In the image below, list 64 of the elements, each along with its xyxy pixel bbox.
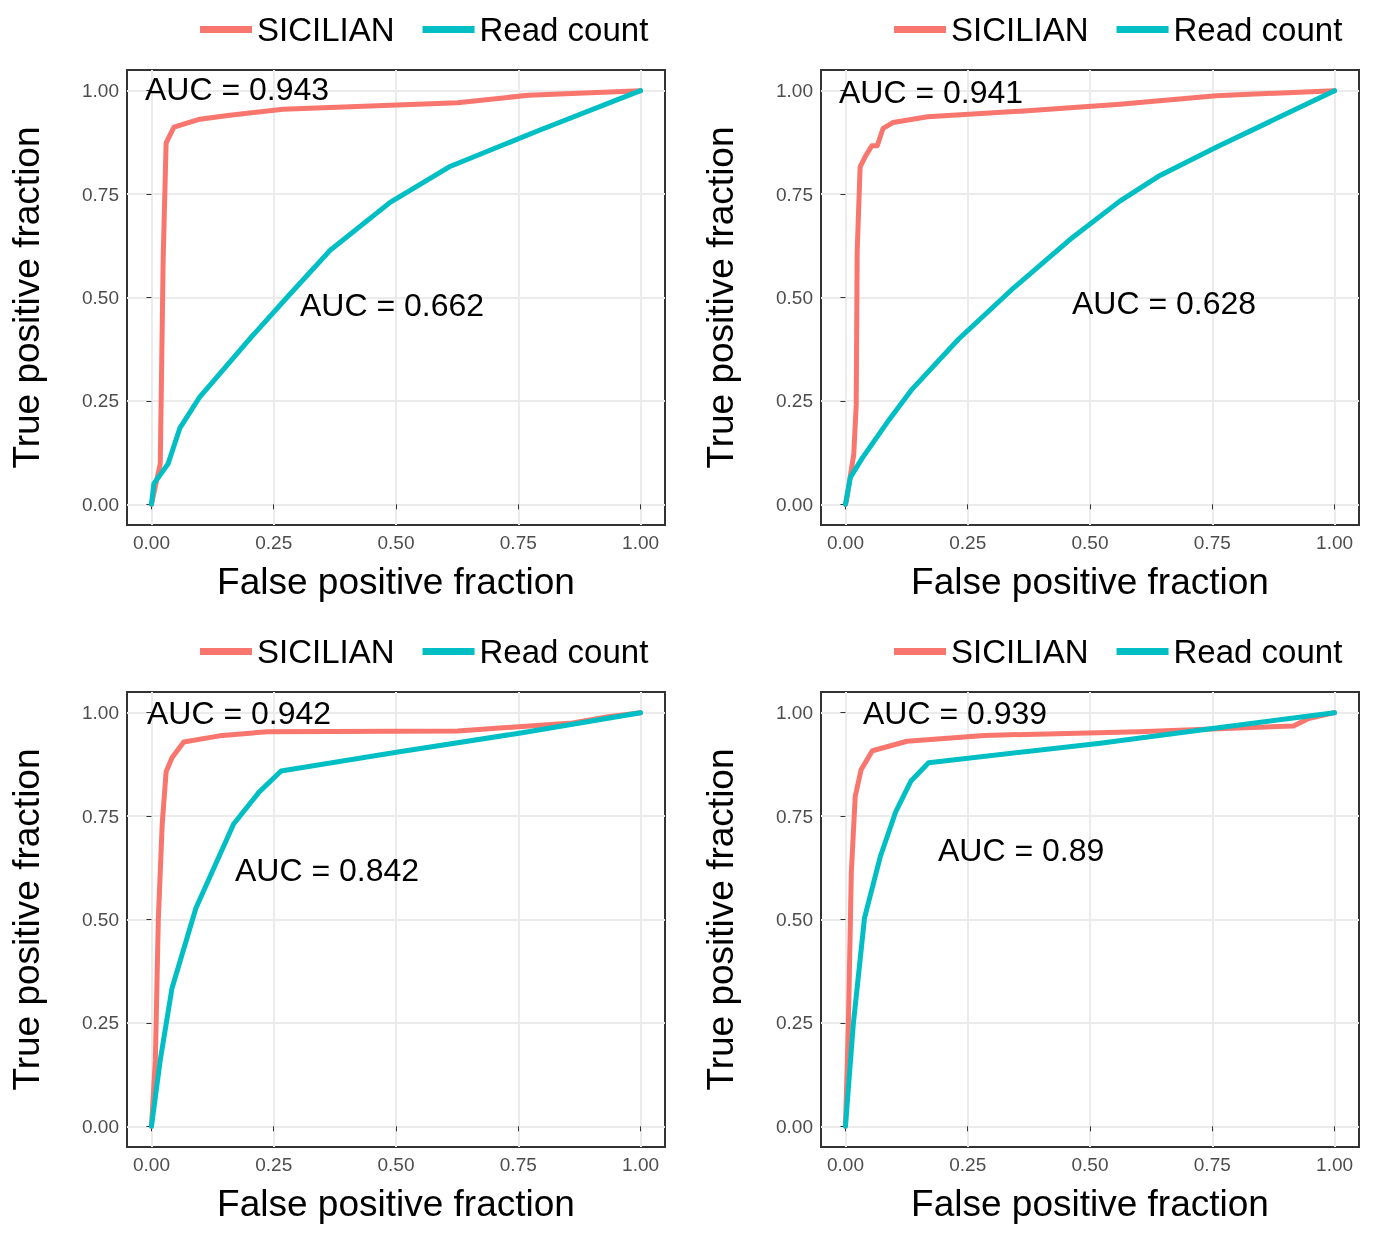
annotation: AUC = 0.89 (938, 832, 1105, 868)
x-tick-label: 0.00 (826, 1154, 864, 1175)
y-tick-label: 0.75 (776, 183, 813, 205)
legend-label: Read count (1173, 11, 1343, 48)
y-tick-label: 0.50 (776, 909, 813, 930)
y-tick-label: 0.00 (82, 1115, 119, 1137)
y-tick-label: 0.50 (776, 287, 813, 308)
y-tick-label: 0.00 (776, 493, 813, 515)
y-tick-label: 0.75 (82, 805, 119, 827)
x-tick-label: 0.00 (826, 532, 864, 553)
x-axis-title: False positive fraction (217, 561, 575, 602)
legend-label: SICILIAN (951, 11, 1089, 48)
y-tick-label: 1.00 (776, 80, 813, 102)
annotation: AUC = 0.939 (863, 695, 1048, 731)
y-tick-label: 0.75 (776, 805, 813, 827)
y-tick-label: 0.75 (82, 183, 119, 205)
x-tick-label: 0.25 (255, 1154, 293, 1175)
x-tick-label: 0.75 (499, 532, 537, 553)
x-tick-label: 0.50 (1071, 1154, 1109, 1175)
x-tick-label: 0.25 (949, 1154, 987, 1175)
annotation: AUC = 0.943 (145, 71, 330, 107)
legend-label: Read count (1173, 633, 1343, 670)
y-tick-label: 0.00 (776, 1115, 813, 1137)
y-tick-label: 0.25 (776, 1012, 813, 1034)
x-tick-label: 1.00 (1316, 532, 1354, 553)
x-tick-label: 0.75 (499, 1154, 537, 1175)
y-tick-label: 0.00 (82, 493, 119, 515)
x-tick-label: 1.00 (622, 1154, 660, 1175)
x-tick-label: 0.50 (1071, 532, 1109, 553)
annotation: AUC = 0.942 (147, 695, 332, 731)
x-tick-label: 1.00 (622, 532, 660, 553)
y-tick-label: 0.25 (776, 390, 813, 412)
y-axis-title: True positive fraction (700, 748, 741, 1091)
y-tick-label: 0.25 (82, 1012, 119, 1034)
x-tick-label: 0.75 (1193, 532, 1231, 553)
x-axis-title: False positive fraction (911, 561, 1269, 602)
x-tick-label: 0.00 (132, 532, 170, 553)
x-axis-title: False positive fraction (217, 1183, 575, 1224)
annotation: AUC = 0.628 (1072, 285, 1257, 321)
annotation: AUC = 0.662 (300, 287, 485, 323)
legend-label: SICILIAN (257, 11, 395, 48)
x-tick-label: 0.25 (255, 532, 293, 553)
legend-label: Read count (479, 11, 649, 48)
x-tick-label: 0.75 (1193, 1154, 1231, 1175)
y-axis-title: True positive fraction (6, 748, 47, 1091)
y-tick-label: 0.25 (82, 390, 119, 412)
x-tick-label: 0.50 (377, 532, 415, 553)
annotation: AUC = 0.941 (839, 74, 1024, 110)
y-tick-label: 0.50 (82, 909, 119, 930)
y-axis-title: True positive fraction (6, 126, 47, 469)
y-tick-label: 1.00 (82, 80, 119, 102)
x-tick-label: 1.00 (1316, 1154, 1354, 1175)
annotation: AUC = 0.842 (235, 852, 420, 888)
y-tick-label: 0.50 (82, 287, 119, 308)
y-tick-label: 1.00 (82, 702, 119, 724)
x-tick-label: 0.25 (949, 532, 987, 553)
y-axis-title: True positive fraction (700, 126, 741, 469)
legend-label: Read count (479, 633, 649, 670)
y-tick-label: 1.00 (776, 702, 813, 724)
x-axis-title: False positive fraction (911, 1183, 1269, 1224)
legend-label: SICILIAN (257, 633, 395, 670)
x-tick-label: 0.50 (377, 1154, 415, 1175)
x-tick-label: 0.00 (132, 1154, 170, 1175)
legend-label: SICILIAN (951, 633, 1089, 670)
